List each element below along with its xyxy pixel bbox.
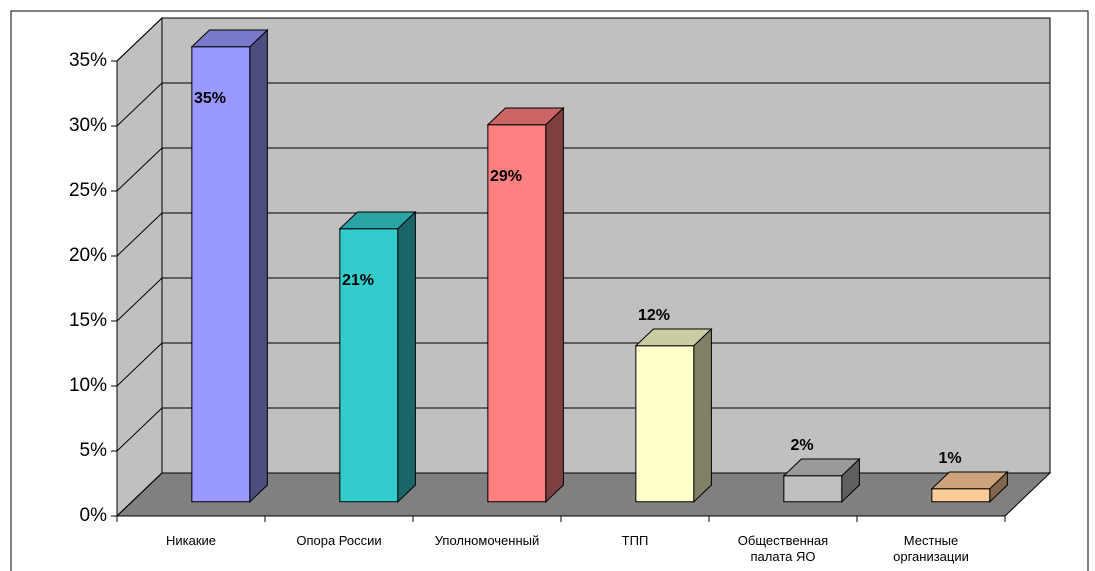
bar-front	[191, 46, 251, 503]
grid-line	[116, 472, 163, 517]
data-label: 12%	[638, 307, 670, 324]
bar-side	[397, 210, 416, 503]
y-tick-label: 25%	[69, 180, 107, 201]
data-label: 2%	[790, 437, 813, 454]
bar-front	[783, 475, 843, 503]
chart-border	[10, 10, 1089, 571]
bar-front	[635, 345, 695, 503]
bar-front	[931, 488, 991, 503]
x-tick-label: Никакие	[165, 533, 217, 548]
x-tick-label: ТПП	[621, 533, 649, 548]
bar-side	[989, 470, 1008, 503]
y-tick-label: 20%	[69, 245, 107, 266]
grid-line	[116, 277, 163, 322]
data-label: 35%	[194, 90, 226, 107]
y-tick-label: 5%	[80, 440, 108, 461]
data-label: 29%	[490, 168, 522, 185]
y-tick-label: 35%	[69, 50, 107, 71]
grid-line	[116, 147, 163, 192]
grid-line	[116, 212, 163, 257]
data-label: 1%	[938, 450, 961, 467]
x-tick-label: Общественная палата ЯО	[737, 533, 829, 564]
data-label: 21%	[342, 272, 374, 289]
grid-line	[116, 407, 163, 452]
x-tick-label: Опора России	[296, 533, 382, 548]
bar-front	[339, 228, 399, 503]
bar-side	[545, 106, 564, 503]
bar-side	[841, 457, 860, 503]
side-wall	[116, 16, 163, 518]
y-tick-label: 30%	[69, 115, 107, 136]
bar-side	[249, 28, 268, 503]
grid-line	[116, 17, 163, 62]
x-tick-label: Местные организации	[893, 533, 969, 564]
grid-line	[116, 82, 163, 127]
y-tick-label: 10%	[69, 375, 107, 396]
x-tick-label: Уполномоченный	[434, 533, 540, 548]
y-tick-label: 0%	[80, 505, 108, 526]
grid-line	[116, 342, 163, 387]
back-wall	[161, 17, 1051, 474]
y-tick-label: 15%	[69, 310, 107, 331]
bar-side	[693, 327, 712, 503]
